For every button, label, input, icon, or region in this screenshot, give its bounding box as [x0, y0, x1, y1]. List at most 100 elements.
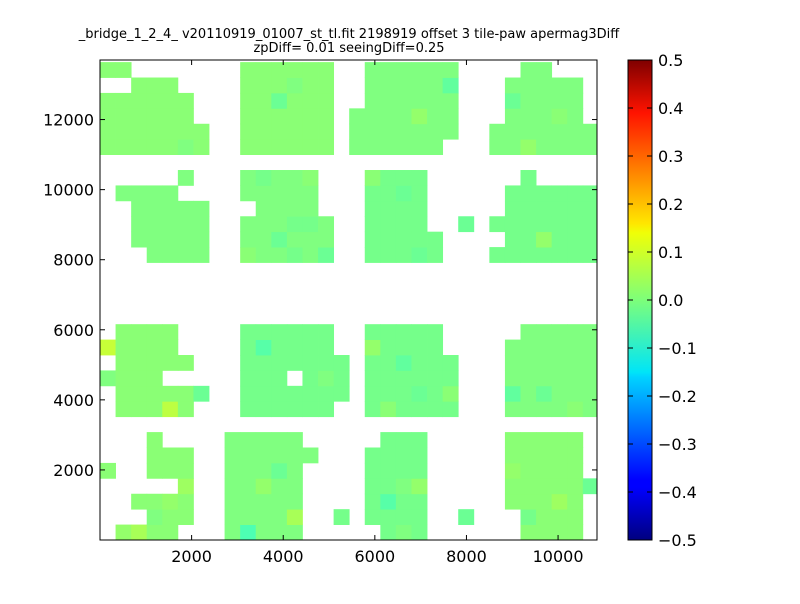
heatmap-cell	[255, 432, 272, 448]
heatmap-cell	[395, 185, 412, 202]
heatmap-cell	[536, 355, 553, 371]
heatmap-cell	[240, 324, 257, 340]
heatmap-cell	[536, 462, 553, 479]
heatmap-cell	[271, 185, 288, 202]
heatmap-cell	[395, 432, 412, 448]
heatmap-cell	[364, 462, 381, 479]
heatmap-cell	[177, 139, 194, 155]
heatmap-cell	[224, 478, 241, 495]
heatmap-cell	[520, 92, 537, 109]
heatmap-cell	[411, 92, 428, 109]
heatmap-cell	[364, 139, 381, 155]
heatmap-cell	[567, 139, 584, 155]
heatmap-cell	[520, 432, 537, 448]
heatmap-cell	[162, 200, 179, 217]
heatmap-cell	[286, 216, 303, 233]
heatmap-cell	[551, 216, 568, 233]
heatmap-cell	[520, 216, 537, 233]
heatmap-cell	[177, 92, 194, 109]
heatmap-cell	[177, 493, 194, 510]
heatmap-cell	[411, 139, 428, 155]
heatmap-cell	[536, 216, 553, 233]
heatmap-cell	[551, 200, 568, 217]
heatmap-cell	[146, 370, 163, 387]
heatmap-cell	[193, 123, 210, 140]
heatmap-cell	[411, 401, 428, 418]
heatmap-cell	[520, 123, 537, 140]
heatmap-cell	[193, 200, 210, 217]
heatmap-cell	[380, 370, 397, 387]
heatmap-cell	[567, 200, 584, 217]
heatmap-cell	[364, 355, 381, 371]
heatmap-cell	[489, 139, 506, 155]
heatmap-cell	[131, 355, 148, 371]
heatmap-cell	[364, 108, 381, 125]
heatmap-cell	[115, 108, 132, 125]
heatmap-cell	[395, 324, 412, 340]
heatmap-cell	[380, 92, 397, 109]
heatmap-cell	[240, 493, 257, 510]
heatmap-cell	[364, 92, 381, 109]
heatmap-cell	[162, 324, 179, 340]
heatmap-cell	[146, 92, 163, 109]
heatmap-cell	[193, 247, 210, 263]
heatmap-cell	[146, 401, 163, 418]
heatmap-cell	[567, 401, 584, 418]
heatmap-cell	[146, 509, 163, 525]
heatmap-cell	[146, 432, 163, 448]
heatmap-cell	[380, 247, 397, 263]
heatmap-cell	[271, 247, 288, 263]
heatmap-cell	[333, 370, 350, 387]
heatmap-cell	[146, 216, 163, 233]
heatmap-cell	[255, 370, 272, 387]
heatmap-cell	[349, 139, 366, 155]
heatmap-cell	[520, 385, 537, 402]
heatmap-cell	[255, 478, 272, 495]
heatmap-cell	[302, 62, 319, 78]
heatmap-cell	[146, 108, 163, 125]
heatmap-cell	[520, 170, 537, 186]
heatmap-cell	[131, 216, 148, 233]
heatmap-cell	[567, 247, 584, 263]
heatmap-cell	[240, 185, 257, 202]
heatmap-cell	[131, 493, 148, 510]
colorbar-tick-label: −0.4	[658, 483, 697, 502]
heatmap-cell	[567, 216, 584, 233]
heatmap-cell	[271, 92, 288, 109]
heatmap-cell	[395, 478, 412, 495]
heatmap-cell	[255, 385, 272, 402]
heatmap-cell	[302, 216, 319, 233]
heatmap-cell	[520, 339, 537, 356]
heatmap-cell	[193, 216, 210, 233]
heatmap-cell	[146, 139, 163, 155]
heatmap-cell	[318, 77, 335, 94]
heatmap-cell	[131, 200, 148, 217]
heatmap-cell	[286, 509, 303, 525]
heatmap-cell	[286, 185, 303, 202]
heatmap-cell	[333, 385, 350, 402]
heatmap-cell	[551, 247, 568, 263]
heatmap-cell	[271, 524, 288, 541]
heatmap-cell	[255, 200, 272, 217]
y-tick-label: 10000	[43, 181, 94, 200]
heatmap-cell	[551, 447, 568, 464]
heatmap-cell	[520, 355, 537, 371]
heatmap-cell	[520, 478, 537, 495]
heatmap-cell	[240, 339, 257, 356]
heatmap-cell	[427, 401, 444, 418]
heatmap-cell	[286, 493, 303, 510]
heatmap-cell	[536, 324, 553, 340]
heatmap-cell	[240, 524, 257, 541]
heatmap-cell	[162, 462, 179, 479]
heatmap-cell	[271, 77, 288, 94]
heatmap-cell	[364, 509, 381, 525]
heatmap-cell	[520, 231, 537, 248]
heatmap-cell	[100, 370, 116, 387]
heatmap-cell	[427, 108, 444, 125]
heatmap-cell	[271, 447, 288, 464]
heatmap-cell	[520, 370, 537, 387]
heatmap-cell	[504, 185, 521, 202]
heatmap-cell	[380, 401, 397, 418]
heatmap-cell	[536, 139, 553, 155]
heatmap-cell	[536, 92, 553, 109]
